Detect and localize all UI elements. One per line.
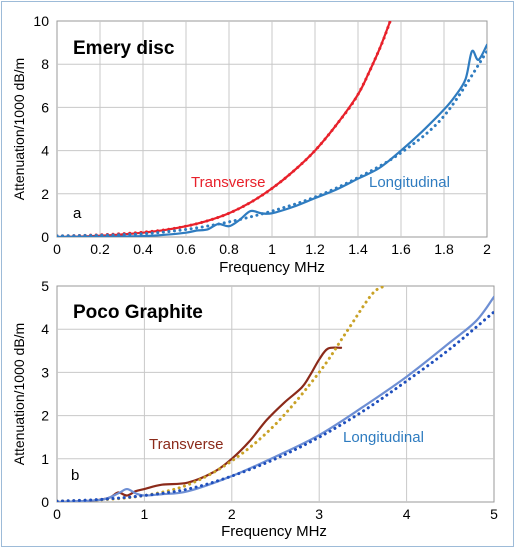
- x-tick-label: 2: [228, 506, 236, 522]
- y-axis-label-a: Attenuation/1000 dB/m: [11, 58, 27, 200]
- y-tick-label: 10: [33, 13, 49, 29]
- x-tick-label: 1.6: [391, 241, 411, 257]
- x-tick-label: 4: [403, 506, 411, 522]
- x-tick-label: 1: [268, 241, 276, 257]
- panel-label-b: b: [71, 467, 79, 484]
- y-tick-label: 4: [41, 321, 49, 337]
- x-tick-label: 2: [483, 241, 491, 257]
- x-tick-label: 1.8: [434, 241, 454, 257]
- grid-b: [57, 286, 494, 502]
- panel-b: 0 1 2 3 4 5 0 1 2 3 4 5 Poco Graphite b Transverse…: [11, 278, 498, 540]
- panel-a: 0 0.2 0.4 0.6 0.8 1 1.2 1.4 1.6 1.8 2 0 2 4 6 8 10 Emer…: [11, 13, 491, 276]
- x-tick-label: 0.8: [219, 241, 239, 257]
- x-ticks-a: 0 0.2 0.4 0.6 0.8 1 1.2 1.4 1.6 1.8 2: [53, 241, 491, 257]
- y-tick-label: 2: [41, 186, 49, 202]
- x-tick-label: 0.6: [176, 241, 196, 257]
- x-axis-label-a: Frequency MHz: [219, 259, 325, 276]
- x-tick-label: 5: [490, 506, 498, 522]
- y-axis-label-b: Attenuation/1000 dB/m: [11, 323, 27, 465]
- y-tick-label: 3: [41, 364, 49, 380]
- x-tick-label: 3: [315, 506, 323, 522]
- chart-title-b: Poco Graphite: [73, 302, 203, 323]
- series-line-longitudinal-fit: [57, 49, 487, 237]
- annotation-longitudinal-b: Longitudinal: [343, 429, 424, 446]
- x-tick-label: 1.2: [305, 241, 325, 257]
- grid-a: [57, 21, 487, 237]
- x-axis-label-b: Frequency MHz: [221, 523, 327, 540]
- annotation-transverse-b: Transverse: [149, 436, 223, 453]
- series-line-longitudinal: [57, 295, 494, 502]
- x-tick-label: 0.2: [90, 241, 110, 257]
- y-tick-label: 2: [41, 408, 49, 424]
- x-tick-label: 1.4: [348, 241, 368, 257]
- y-tick-label: 8: [41, 56, 49, 72]
- y-tick-label: 1: [41, 451, 49, 467]
- y-tick-label: 5: [41, 278, 49, 294]
- y-tick-label: 0: [41, 229, 49, 245]
- panel-label-a: a: [73, 205, 82, 222]
- series-line-transverse-fit: [57, 21, 392, 237]
- x-tick-label: 0: [53, 506, 61, 522]
- series-b: [57, 286, 494, 502]
- plot-area-b: [56, 285, 495, 503]
- x-ticks-b: 0 1 2 3 4 5: [53, 506, 498, 522]
- y-tick-label: 6: [41, 99, 49, 115]
- y-ticks-b: 0 1 2 3 4 5: [41, 278, 49, 510]
- x-tick-label: 1: [141, 506, 149, 522]
- series-line-longitudinal: [57, 43, 487, 237]
- series-line-longitudinal-fit: [57, 310, 494, 502]
- series-a: [57, 21, 487, 237]
- annotation-longitudinal-a: Longitudinal: [369, 174, 450, 191]
- annotation-transverse-a: Transverse: [191, 174, 265, 191]
- y-ticks-a: 0 2 4 6 8 10: [33, 13, 49, 245]
- x-tick-label: 0.4: [133, 241, 153, 257]
- y-tick-label: 0: [41, 494, 49, 510]
- x-tick-label: 0: [53, 241, 61, 257]
- y-tick-label: 4: [41, 143, 49, 159]
- chart-title-a: Emery disc: [73, 38, 175, 59]
